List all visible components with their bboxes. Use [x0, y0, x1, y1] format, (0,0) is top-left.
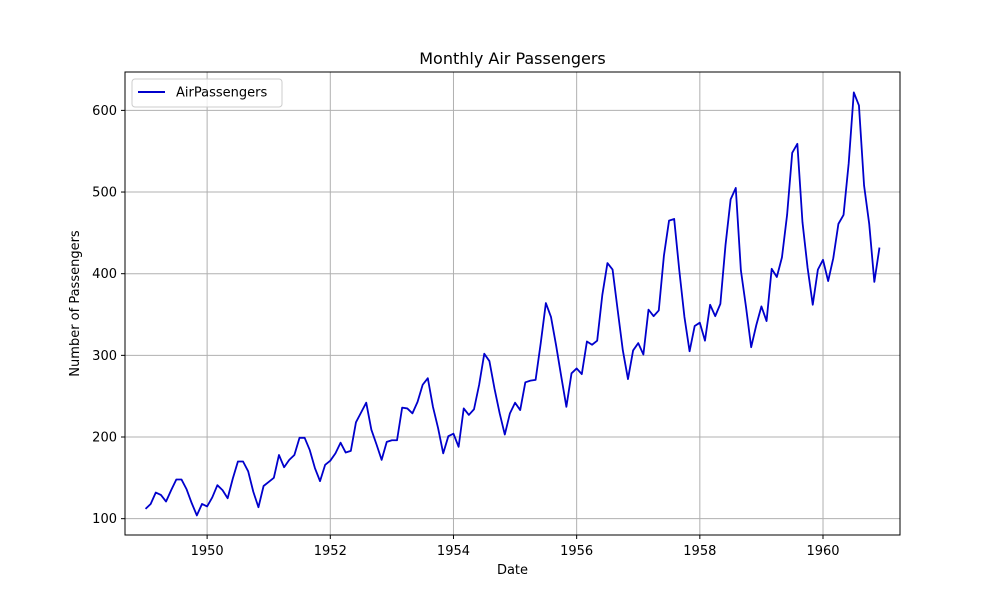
- legend-box: [131, 78, 283, 108]
- axis-ticks: 1950 1952 1954 1956 1958 1960 100 200 300 400 500 6…: [92, 104, 839, 559]
- x-axis-label: Date: [497, 563, 528, 578]
- x-tick-label: 1958: [683, 544, 716, 559]
- legend: AirPassengers: [131, 78, 283, 108]
- series-layer: [144, 91, 881, 517]
- x-tick-label: 1960: [806, 544, 839, 559]
- y-tick-label: 400: [92, 267, 117, 282]
- chart-title: Monthly Air Passengers: [419, 49, 606, 68]
- grid: [125, 72, 900, 535]
- plot-frame: [124, 71, 901, 536]
- y-axis-label: Number of Passengers: [68, 230, 83, 377]
- x-tick-label: 1956: [560, 544, 593, 559]
- y-tick-label: 500: [92, 186, 117, 201]
- y-tick-label: 100: [92, 512, 117, 527]
- legend-label: AirPassengers: [176, 86, 267, 101]
- y-tick-label: 300: [92, 349, 117, 364]
- x-tick-label: 1950: [191, 544, 224, 559]
- y-tick-label: 200: [92, 431, 117, 446]
- y-tick-label: 600: [92, 104, 117, 119]
- x-tick-label: 1952: [314, 544, 347, 559]
- series-line: [144, 91, 881, 517]
- x-tick-label: 1954: [437, 544, 470, 559]
